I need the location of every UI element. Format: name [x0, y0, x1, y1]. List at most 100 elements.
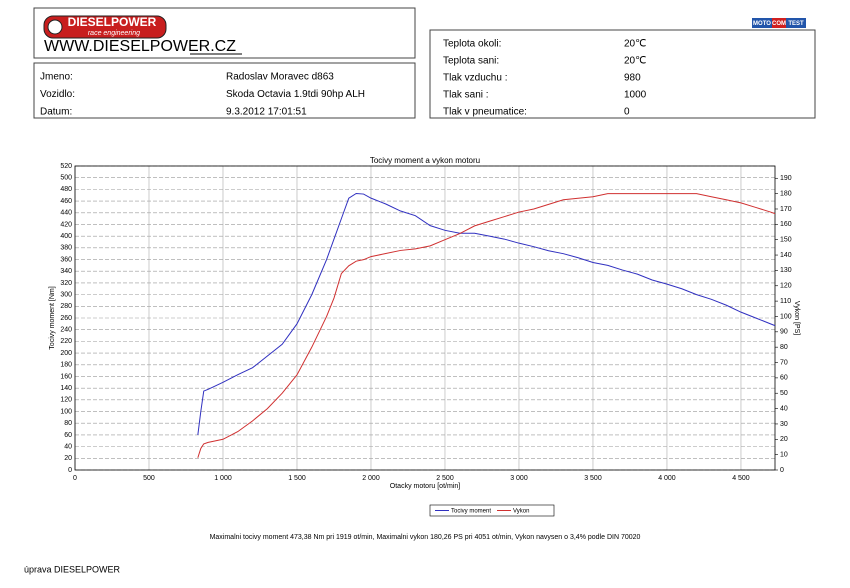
y2-tick-label: 190 — [780, 175, 792, 182]
y2-tick-label: 20 — [780, 436, 788, 443]
badge-text: MOTO — [753, 21, 771, 27]
y-tick-label: 100 — [60, 408, 72, 415]
info-value: Radoslav Moravec d863 — [226, 72, 334, 83]
y-tick-label: 0 — [68, 467, 72, 474]
y2-tick-label: 180 — [780, 190, 792, 197]
info-label: Datum: — [40, 107, 72, 118]
y2-tick-label: 50 — [780, 390, 788, 397]
logo-sub: race engineering — [88, 30, 140, 37]
x-axis-label: Otacky motoru [ot/min] — [390, 483, 460, 490]
y-tick-label: 500 — [60, 175, 72, 182]
y-tick-label: 20 — [64, 455, 72, 462]
info-value: 20℃ — [624, 56, 646, 67]
info-value: 0 — [624, 107, 630, 118]
y-tick-label: 440 — [60, 210, 72, 217]
y-tick-label: 80 — [64, 420, 72, 427]
y-tick-label: 320 — [60, 280, 72, 287]
y2-tick-label: 40 — [780, 405, 788, 412]
y-tick-label: 140 — [60, 385, 72, 392]
y-tick-label: 280 — [60, 303, 72, 310]
y2-tick-label: 100 — [780, 313, 792, 320]
y-tick-label: 420 — [60, 221, 72, 228]
y-tick-label: 160 — [60, 373, 72, 380]
series-line — [197, 192, 776, 435]
logo-badge — [43, 15, 167, 39]
x-tick-label: 0 — [73, 475, 77, 482]
y-tick-label: 60 — [64, 432, 72, 439]
y-tick-label: 260 — [60, 315, 72, 322]
badge-text: COM — [772, 21, 786, 27]
y2-tick-label: 110 — [780, 298, 791, 305]
y-axis-label: Tocivy moment [Nm] — [49, 286, 56, 349]
info-value: Skoda Octavia 1.9tdi 90hp ALH — [226, 89, 365, 100]
y2-axis-label: Vykon [PS] — [793, 301, 800, 335]
badge-part — [752, 18, 772, 28]
chart-title: Tocivy moment a vykon motoru — [370, 156, 480, 165]
y2-tick-label: 130 — [780, 267, 792, 274]
series-line — [197, 193, 776, 458]
x-tick-label: 2 500 — [436, 475, 454, 482]
summary: Maximalni tocivy moment 473,38 Nm pri 19… — [210, 534, 641, 541]
y2-tick-label: 120 — [780, 283, 792, 290]
y2-tick-label: 0 — [780, 467, 784, 474]
legend-box — [429, 504, 555, 517]
note: úprava DIESELPOWER — [24, 564, 121, 574]
logo-text: DIESELPOWER — [68, 15, 157, 29]
y2-tick-label: 60 — [780, 375, 788, 382]
y2-tick-label: 30 — [780, 421, 788, 428]
info-label: Teplota sani: — [443, 56, 499, 67]
y-tick-label: 200 — [60, 350, 72, 357]
y-tick-label: 180 — [60, 362, 72, 369]
info-value: 1000 — [624, 90, 647, 101]
y-tick-label: 460 — [60, 198, 72, 205]
legend-label: Vykon — [513, 509, 529, 515]
y2-tick-label: 80 — [780, 344, 788, 351]
y-tick-label: 220 — [60, 338, 72, 345]
x-tick-label: 3 500 — [584, 475, 602, 482]
info-value: 9.3.2012 17:01:51 — [226, 107, 307, 118]
info-right-box — [429, 29, 816, 119]
y-tick-label: 300 — [60, 291, 72, 298]
y-tick-label: 360 — [60, 256, 72, 263]
y2-tick-label: 160 — [780, 221, 792, 228]
info-label: Tlak vzduchu : — [443, 73, 507, 84]
y-tick-label: 380 — [60, 245, 72, 252]
x-tick-label: 4 000 — [658, 475, 676, 482]
y2-tick-label: 70 — [780, 359, 788, 366]
info-label: Vozidlo: — [40, 89, 75, 100]
info-label: Tlak v pneumatice: — [443, 107, 527, 118]
info-value: 980 — [624, 73, 641, 84]
y-tick-label: 40 — [64, 443, 72, 450]
y-tick-label: 240 — [60, 327, 72, 334]
plot-frame — [74, 165, 776, 471]
y-tick-label: 480 — [60, 186, 72, 193]
x-tick-label: 4 500 — [732, 475, 750, 482]
x-tick-label: 3 000 — [510, 475, 528, 482]
info-label: Tlak sani : — [443, 90, 489, 101]
y-tick-label: 400 — [60, 233, 72, 240]
x-tick-label: 2 000 — [362, 475, 380, 482]
y2-tick-label: 10 — [780, 451, 788, 458]
website: WWW.DIESELPOWER.CZ — [44, 38, 236, 55]
y-tick-label: 520 — [60, 163, 72, 170]
legend-label: Tocivy moment — [451, 509, 491, 515]
logo-icon — [47, 19, 63, 35]
y-tick-label: 120 — [60, 397, 72, 404]
info-label: Teplota okoli: — [443, 39, 501, 50]
x-tick-label: 1 000 — [214, 475, 232, 482]
info-label: Jmeno: — [40, 72, 73, 83]
badge-text: TEST — [788, 21, 804, 27]
y2-tick-label: 150 — [780, 237, 792, 244]
badge-part — [786, 18, 806, 28]
y-tick-label: 340 — [60, 268, 72, 275]
y2-tick-label: 90 — [780, 329, 788, 336]
x-tick-label: 1 500 — [288, 475, 306, 482]
x-tick-label: 500 — [143, 475, 155, 482]
info-value: 20℃ — [624, 39, 646, 50]
logo-box — [33, 7, 416, 59]
y2-tick-label: 170 — [780, 206, 792, 213]
y2-tick-label: 140 — [780, 252, 792, 259]
badge-part — [772, 18, 786, 28]
info-left-box — [33, 62, 416, 119]
